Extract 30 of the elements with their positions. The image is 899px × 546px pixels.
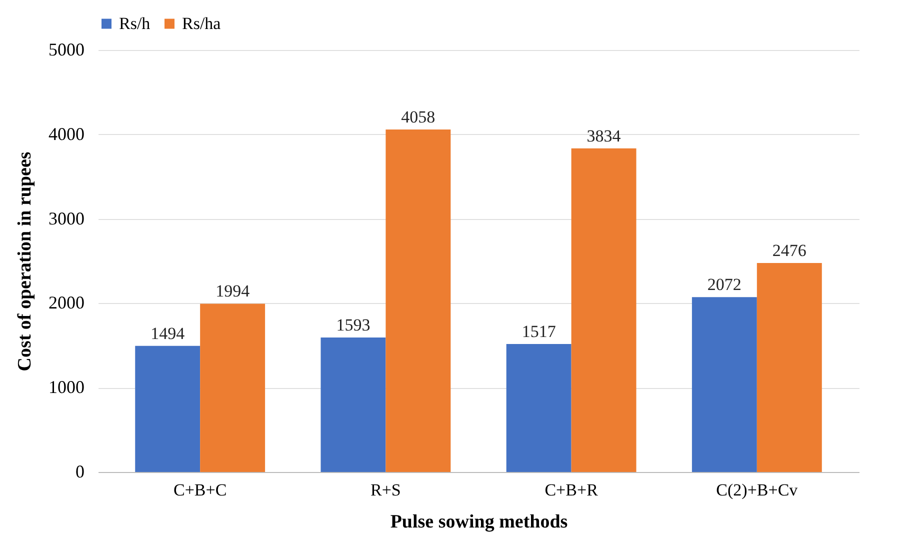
x-tick-label: C+B+R xyxy=(544,480,599,500)
legend-label: Rs/h xyxy=(119,14,151,33)
bar xyxy=(135,346,200,472)
y-axis-title: Cost of operation in rupees xyxy=(14,152,36,372)
x-tick-label: C+B+C xyxy=(173,480,227,500)
y-tick-label: 0 xyxy=(76,462,84,482)
y-tick-label: 4000 xyxy=(48,124,84,144)
data-label: 1494 xyxy=(150,324,186,343)
data-label: 2476 xyxy=(772,241,806,260)
bar xyxy=(320,338,386,472)
bar xyxy=(692,297,757,472)
legend-label: Rs/ha xyxy=(182,14,222,33)
data-label: 1593 xyxy=(336,316,370,335)
data-label: 2072 xyxy=(707,275,742,294)
x-tick-label: C(2)+B+Cv xyxy=(716,480,798,500)
x-tick-label: R+S xyxy=(370,480,401,500)
data-label: 1517 xyxy=(522,322,556,341)
y-tick-label: 1000 xyxy=(48,377,84,398)
data-label: 1994 xyxy=(216,282,250,301)
data-label: 3834 xyxy=(586,126,622,146)
bar xyxy=(571,148,636,472)
x-axis-title: Pulse sowing methods xyxy=(390,512,568,532)
data-label: 4058 xyxy=(401,108,436,127)
y-tick-label: 5000 xyxy=(48,40,84,60)
bar xyxy=(386,130,451,472)
bar xyxy=(506,344,572,472)
bar xyxy=(756,263,822,472)
bar xyxy=(200,304,266,472)
y-tick-label: 2000 xyxy=(48,292,84,313)
y-tick-label: 3000 xyxy=(48,208,84,228)
